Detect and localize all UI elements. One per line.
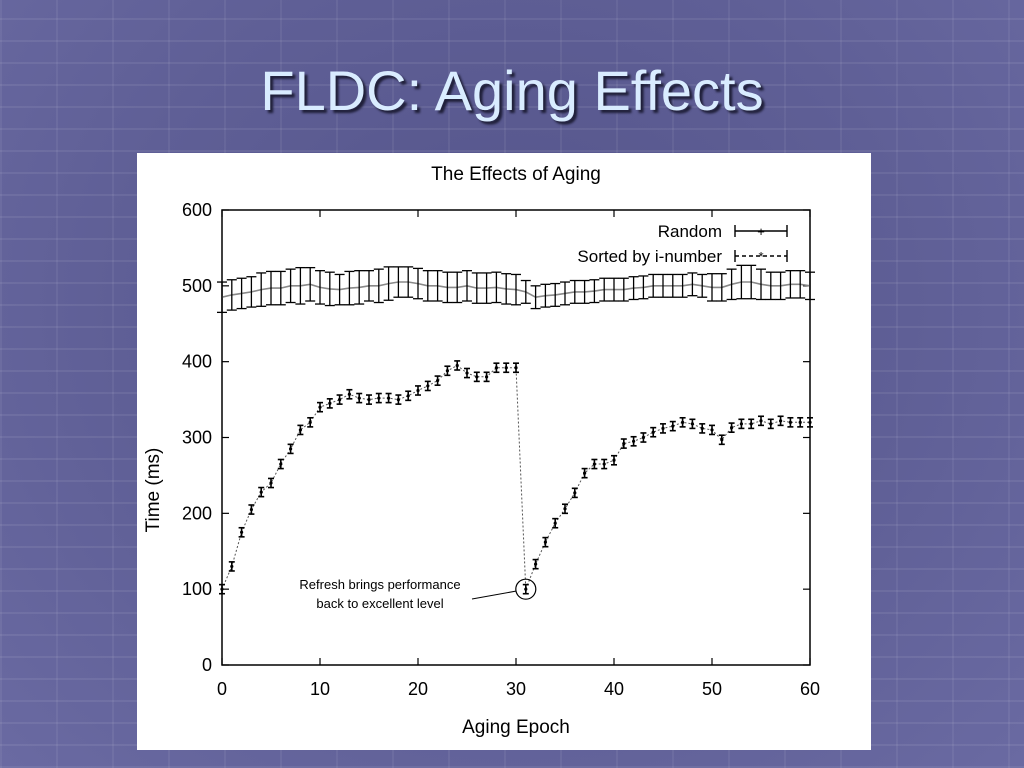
data-point bbox=[651, 430, 655, 434]
x-tick-label: 50 bbox=[702, 679, 722, 699]
data-point bbox=[338, 397, 342, 402]
data-point bbox=[730, 426, 734, 430]
data-point bbox=[720, 438, 724, 442]
data-point bbox=[494, 366, 498, 370]
effects-of-aging-chart: The Effects of Aging Aging Epoch Time (m… bbox=[143, 164, 820, 738]
y-tick-label: 600 bbox=[182, 200, 212, 220]
legend-label: Sorted by i-number bbox=[577, 247, 722, 266]
data-point bbox=[298, 428, 302, 432]
data-point bbox=[406, 394, 410, 398]
data-point bbox=[289, 447, 293, 451]
data-point bbox=[387, 396, 391, 400]
data-point bbox=[249, 507, 253, 512]
data-point bbox=[602, 462, 606, 466]
x-tick-label: 0 bbox=[217, 679, 227, 699]
legend-marker: + bbox=[757, 224, 765, 239]
data-point bbox=[328, 401, 332, 405]
legend-label: Random bbox=[658, 222, 722, 241]
data-point bbox=[318, 405, 322, 409]
y-tick-label: 500 bbox=[182, 276, 212, 296]
y-tick-label: 400 bbox=[182, 352, 212, 372]
chart-panel: The Effects of Aging Aging Epoch Time (m… bbox=[137, 153, 871, 750]
slide-title: FLDC: Aging Effects bbox=[260, 59, 764, 122]
data-point bbox=[700, 426, 704, 430]
data-point bbox=[739, 422, 744, 426]
data-point bbox=[259, 490, 263, 494]
data-point bbox=[612, 458, 616, 462]
data-point bbox=[230, 564, 234, 569]
data-point bbox=[436, 379, 440, 383]
data-point bbox=[524, 587, 528, 591]
data-point bbox=[573, 491, 577, 495]
data-point bbox=[396, 397, 400, 402]
data-point bbox=[632, 439, 636, 443]
data-point bbox=[465, 371, 469, 375]
sorted-series-line bbox=[221, 364, 810, 590]
data-point bbox=[534, 562, 538, 566]
data-point bbox=[504, 366, 508, 370]
y-tick-label: 200 bbox=[182, 503, 212, 523]
x-tick-label: 40 bbox=[604, 679, 624, 699]
y-axis-label: Time (ms) bbox=[143, 448, 164, 533]
data-point bbox=[426, 384, 430, 388]
x-tick-label: 60 bbox=[800, 679, 820, 699]
annotation-circle bbox=[515, 578, 537, 600]
data-point bbox=[377, 396, 381, 400]
y-tick-label: 100 bbox=[182, 579, 212, 599]
data-point bbox=[347, 392, 351, 396]
data-point bbox=[357, 396, 361, 400]
data-point bbox=[759, 419, 763, 423]
data-point bbox=[475, 375, 479, 379]
data-point bbox=[416, 388, 420, 393]
x-tick-label: 20 bbox=[408, 679, 428, 699]
data-point bbox=[592, 462, 596, 466]
data-point bbox=[798, 420, 802, 424]
x-tick-label: 30 bbox=[506, 679, 526, 699]
y-tick-label: 300 bbox=[182, 428, 212, 448]
annotation-text-line: Refresh brings performance bbox=[299, 577, 460, 592]
data-point bbox=[808, 420, 812, 424]
data-point bbox=[220, 587, 224, 591]
data-point bbox=[671, 424, 675, 428]
data-point bbox=[583, 471, 587, 475]
legend-marker: * bbox=[758, 249, 763, 264]
chart-legend: Random + Sorted by i-number * bbox=[577, 222, 788, 266]
series-sorted-by-i-number bbox=[219, 360, 813, 595]
series-random bbox=[217, 264, 815, 314]
annotation-text-line: back to excellent level bbox=[316, 596, 443, 611]
data-point bbox=[240, 530, 244, 534]
data-point bbox=[690, 422, 695, 426]
data-point bbox=[553, 521, 557, 525]
data-point bbox=[779, 419, 783, 423]
data-series bbox=[217, 264, 815, 595]
data-point bbox=[681, 420, 685, 424]
data-point bbox=[749, 422, 753, 426]
data-point bbox=[485, 375, 489, 379]
data-point bbox=[788, 420, 793, 424]
data-point bbox=[641, 435, 645, 440]
data-point bbox=[661, 426, 665, 430]
data-point bbox=[445, 369, 449, 373]
chart-annotation: Refresh brings performance back to excell… bbox=[299, 577, 537, 611]
data-point bbox=[710, 428, 714, 432]
data-point bbox=[563, 507, 567, 511]
data-point bbox=[308, 420, 312, 424]
data-point bbox=[543, 540, 547, 544]
data-point bbox=[769, 422, 773, 426]
x-tick-label: 10 bbox=[310, 679, 330, 699]
data-point bbox=[622, 441, 626, 446]
annotation-pointer bbox=[471, 590, 516, 600]
y-tick-label: 0 bbox=[202, 655, 212, 675]
data-point bbox=[455, 363, 459, 368]
data-point bbox=[279, 462, 283, 466]
data-point bbox=[367, 397, 371, 402]
x-axis-label: Aging Epoch bbox=[462, 717, 570, 738]
data-point bbox=[269, 481, 273, 485]
data-point bbox=[514, 366, 518, 370]
chart-title: The Effects of Aging bbox=[431, 164, 601, 185]
